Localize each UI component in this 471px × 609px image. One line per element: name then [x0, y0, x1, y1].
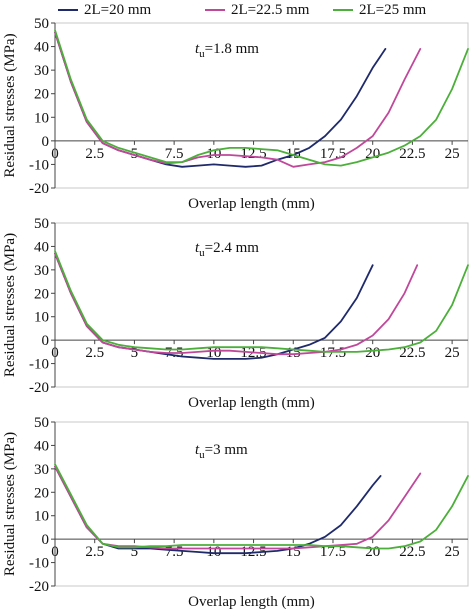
series-line-2l-22-5-mm: [54, 465, 422, 550]
y-tick-label: 0: [42, 134, 50, 150]
x-tick-label: 25: [445, 544, 460, 560]
y-tick-label: 10: [34, 509, 49, 525]
series-line-2l-25-mm: [54, 29, 469, 167]
thickness-annotation: tu=3 mm: [195, 442, 248, 461]
x-tick-label: 0: [51, 146, 59, 162]
x-tick-label: 2.5: [85, 146, 104, 162]
y-tick-label: 10: [34, 310, 49, 326]
x-tick-label: 25: [445, 345, 460, 361]
legend-label-2l-20: 2L=20 mm: [84, 1, 152, 18]
y-axis-title: Residual stresses (MPa): [2, 432, 18, 576]
y-tick-label: -10: [29, 157, 49, 173]
y-tick-label: 20: [34, 286, 49, 302]
x-tick-label: 2.5: [85, 345, 104, 361]
legend-swatch-2l-20: [58, 9, 78, 11]
series-line-2l-25-mm: [54, 463, 469, 550]
y-tick-label: 40: [34, 438, 49, 454]
x-tick-label: 17.5: [320, 345, 346, 361]
annotation-value: =2.4 mm: [205, 240, 260, 256]
x-tick-label: 7.5: [165, 146, 184, 162]
legend-item-2l-20: 2L=20 mm: [58, 1, 151, 19]
series-line-2l-22-5-mm: [54, 252, 419, 356]
x-tick-label: 22.5: [399, 146, 425, 162]
y-tick-label: -20: [29, 380, 49, 396]
x-tick-label: 5: [131, 544, 139, 560]
y-tick-label: 30: [34, 63, 49, 79]
legend-item-2l-22-5: 2L=22.5 mm: [205, 1, 309, 19]
series-line-2l-20-mm: [54, 465, 382, 555]
x-tick-label: 5: [131, 146, 139, 162]
x-axis-title: Overlap length (mm): [188, 594, 315, 609]
x-tick-label: 2.5: [85, 544, 104, 560]
y-tick-label: 10: [34, 110, 49, 126]
annotation-value: =3 mm: [205, 442, 248, 458]
annotation-symbol: t: [195, 442, 200, 458]
legend-label-2l-22-5: 2L=22.5 mm: [231, 1, 310, 18]
thickness-annotation: tu=2.4 mm: [195, 240, 259, 259]
y-tick-label: 30: [34, 462, 49, 478]
legend: 2L=20 mm 2L=22.5 mm 2L=25 mm: [0, 0, 471, 22]
thickness-annotation: tu=1.8 mm: [195, 41, 259, 60]
plot-area: [54, 421, 469, 587]
y-tick-label: 40: [34, 239, 49, 255]
x-tick-label: 20: [365, 544, 380, 560]
y-axis-title: Residual stresses (MPa): [2, 233, 18, 377]
legend-label-2l-25: 2L=25 mm: [359, 1, 427, 18]
x-tick-label: 22.5: [399, 544, 425, 560]
x-tick-label: 15: [286, 146, 301, 162]
legend-item-2l-25: 2L=25 mm: [333, 1, 426, 19]
y-tick-label: 50: [34, 415, 49, 431]
y-tick-label: 0: [42, 333, 50, 349]
y-tick-label: 50: [34, 16, 49, 32]
x-tick-label: 17.5: [320, 544, 346, 560]
x-axis-title: Overlap length (mm): [188, 196, 315, 212]
x-tick-label: 10: [206, 146, 221, 162]
y-tick-label: -20: [29, 579, 49, 595]
annotation-subscript: u: [199, 449, 205, 461]
x-tick-label: 25: [445, 146, 460, 162]
x-axis-title: Overlap length (mm): [188, 395, 315, 411]
annotation-value: =1.8 mm: [205, 41, 260, 57]
y-tick-label: 50: [34, 216, 49, 232]
y-axis-title: Residual stresses (MPa): [2, 33, 18, 177]
series-line-2l-22-5-mm: [54, 31, 422, 168]
plot-area: [54, 222, 469, 388]
y-tick-label: 20: [34, 485, 49, 501]
y-tick-label: -10: [29, 357, 49, 373]
plot-area: [54, 22, 469, 189]
y-tick-label: 30: [34, 263, 49, 279]
y-tick-label: 20: [34, 87, 49, 103]
y-tick-label: 40: [34, 40, 49, 56]
legend-swatch-2l-25: [333, 9, 353, 11]
x-tick-label: 0: [51, 345, 59, 361]
y-tick-label: -20: [29, 181, 49, 197]
annotation-subscript: u: [199, 48, 205, 60]
annotation-subscript: u: [199, 247, 205, 259]
legend-swatch-2l-22-5: [205, 9, 225, 11]
x-tick-label: 20: [365, 345, 380, 361]
x-tick-label: 0: [51, 544, 59, 560]
series-line-2l-25-mm: [54, 250, 469, 353]
annotation-symbol: t: [195, 41, 200, 57]
y-tick-label: -10: [29, 556, 49, 572]
annotation-symbol: t: [195, 240, 200, 256]
x-tick-label: 10: [206, 345, 221, 361]
x-tick-label: 22.5: [399, 345, 425, 361]
x-tick-label: 5: [131, 345, 139, 361]
y-tick-label: 0: [42, 532, 50, 548]
